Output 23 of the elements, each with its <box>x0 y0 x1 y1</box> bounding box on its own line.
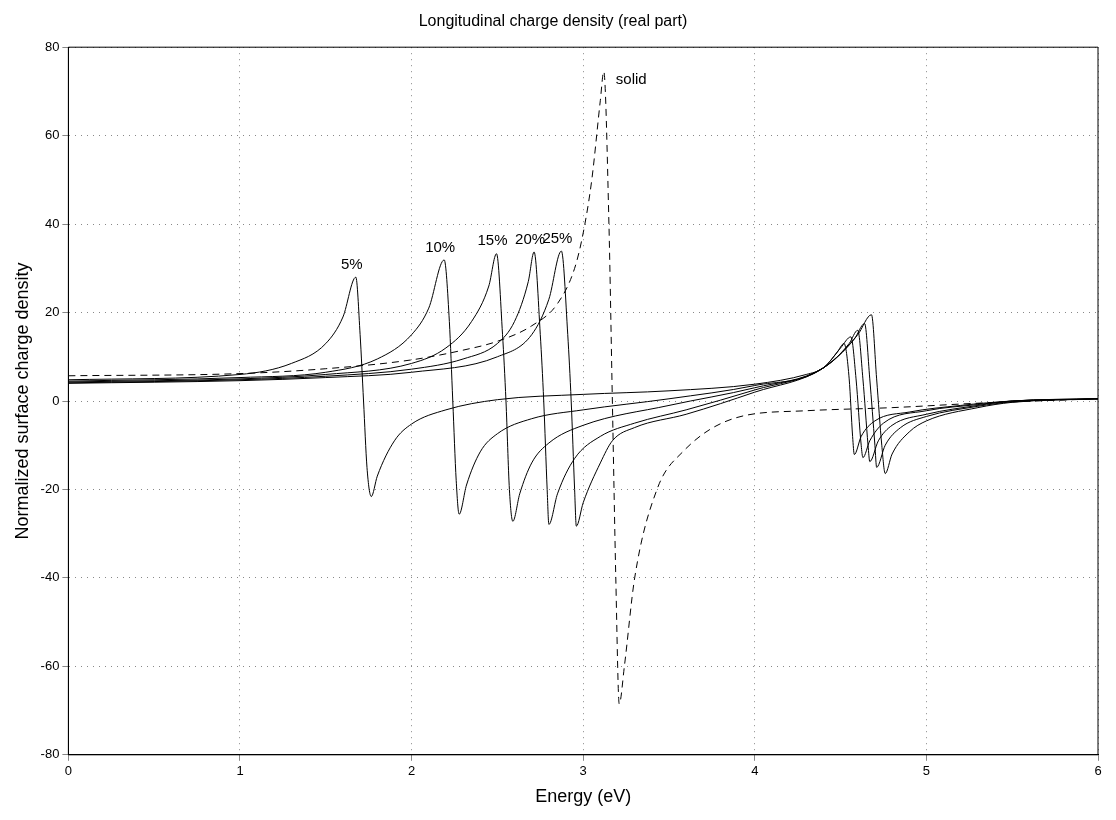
y-tick-label: -20 <box>40 481 60 497</box>
x-tick-label: 4 <box>751 763 759 779</box>
y-tick-label: 80 <box>44 38 60 54</box>
y-tick-label: 0 <box>52 392 60 408</box>
y-tick-label: -60 <box>40 657 60 673</box>
y-axis-title: Normalized surface charge density <box>11 262 32 540</box>
y-tick-label: 20 <box>44 304 60 320</box>
y-tick-label: -80 <box>40 746 60 762</box>
x-tick-label: 6 <box>1094 763 1102 779</box>
x-tick-label: 5 <box>922 763 931 779</box>
y-tick-label: 40 <box>44 215 60 231</box>
chart-title: Longitudinal charge density (real part) <box>418 12 688 30</box>
series-label: 10% <box>425 237 456 255</box>
x-tick-label: 0 <box>64 763 73 779</box>
x-tick-label: 2 <box>407 763 416 779</box>
series-label: 5% <box>340 254 363 272</box>
x-axis-title: Energy (eV) <box>535 786 632 807</box>
series-label: solid <box>615 69 647 87</box>
series-label: 15% <box>477 231 508 249</box>
y-tick-label: 60 <box>44 127 60 143</box>
x-tick-label: 3 <box>579 763 587 779</box>
y-tick-label: -40 <box>40 569 60 585</box>
x-tick-label: 1 <box>236 763 244 779</box>
